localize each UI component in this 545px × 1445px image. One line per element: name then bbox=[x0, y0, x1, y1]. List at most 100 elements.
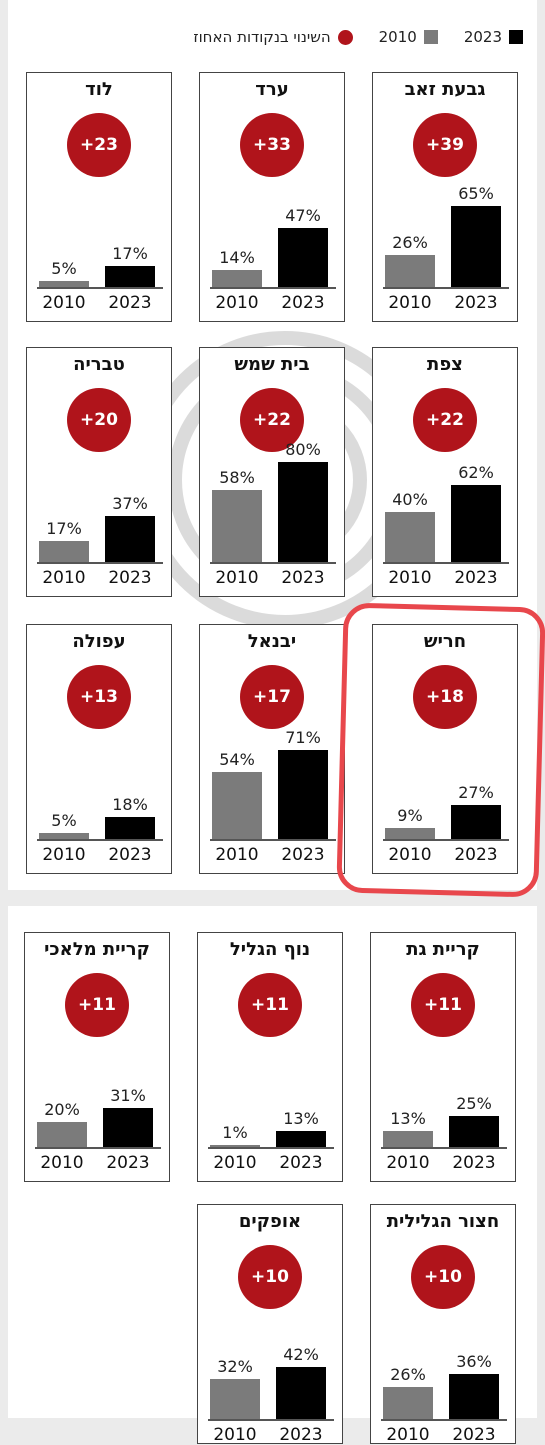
baseline bbox=[37, 839, 163, 841]
legend-item-2010: 2010 bbox=[379, 28, 438, 46]
value-label-2023: 36% bbox=[456, 1352, 492, 1371]
city-card: טבריה +20 17% 2010 37% 2023 bbox=[26, 347, 172, 597]
city-name: ערד bbox=[255, 79, 289, 100]
baseline bbox=[381, 1147, 507, 1149]
bar-2010 bbox=[385, 254, 435, 287]
x-tick-label: 2023 bbox=[108, 845, 152, 865]
change-circle: +23 bbox=[67, 113, 131, 177]
change-circle: +17 bbox=[240, 665, 304, 729]
city-name: קריית מלאכי bbox=[44, 939, 150, 960]
baseline bbox=[37, 287, 163, 289]
bar-2023 bbox=[278, 750, 328, 839]
bar-2023 bbox=[451, 805, 501, 839]
change-circle: +18 bbox=[413, 665, 477, 729]
bar-2023 bbox=[276, 1130, 326, 1147]
city-name: צפת bbox=[427, 354, 463, 375]
city-card: אופקים +10 32% 2010 42% 2023 bbox=[197, 1204, 343, 1445]
baseline bbox=[210, 287, 336, 289]
x-tick-label: 2010 bbox=[42, 293, 86, 313]
value-label-2023: 65% bbox=[458, 183, 494, 203]
baseline bbox=[37, 562, 163, 564]
x-tick-label: 2010 bbox=[213, 1425, 257, 1445]
bar-2023 bbox=[103, 1108, 153, 1147]
city-name: יבנאל bbox=[247, 631, 297, 652]
bar-2010 bbox=[37, 1122, 87, 1147]
city-card: צפת +22 40% 2010 62% 2023 bbox=[372, 347, 518, 597]
city-card: קריית גת +11 13% 2010 25% 2023 bbox=[370, 932, 516, 1182]
bar-2010 bbox=[383, 1386, 433, 1419]
value-label-2010: 17% bbox=[46, 518, 82, 538]
bar-2010 bbox=[212, 269, 262, 287]
city-card: לוד +23 5% 2010 17% 2023 bbox=[26, 72, 172, 322]
city-card: גבעת זאב +39 26% 2010 65% 2023 bbox=[372, 72, 518, 322]
city-card: חריש +18 9% 2010 27% 2023 bbox=[372, 624, 518, 874]
value-label-2010: 20% bbox=[44, 1100, 80, 1119]
legend-swatch-2023 bbox=[509, 30, 523, 44]
x-tick-label: 2023 bbox=[281, 568, 325, 588]
value-label-2023: 42% bbox=[283, 1344, 319, 1364]
x-tick-label: 2023 bbox=[281, 845, 325, 865]
change-circle: +11 bbox=[411, 973, 475, 1037]
bar-2023 bbox=[278, 228, 328, 287]
legend-label-change: השינוי בנקודות האחוז bbox=[193, 28, 331, 46]
change-circle: +10 bbox=[238, 1245, 302, 1309]
value-label-2010: 13% bbox=[390, 1108, 426, 1128]
x-tick-label: 2023 bbox=[106, 1153, 150, 1173]
x-tick-label: 2023 bbox=[279, 1153, 323, 1173]
city-name: בית שמש bbox=[234, 354, 310, 375]
baseline bbox=[208, 1147, 334, 1149]
x-tick-label: 2023 bbox=[108, 293, 152, 313]
value-label-2010: 54% bbox=[219, 749, 255, 769]
x-tick-label: 2010 bbox=[42, 568, 86, 588]
change-circle: +11 bbox=[238, 973, 302, 1037]
city-card: בית שמש +22 58% 2010 80% 2023 bbox=[199, 347, 345, 597]
bar-2023 bbox=[105, 515, 155, 562]
legend: 2023 2010 השינוי בנקודות האחוז bbox=[193, 28, 523, 46]
value-label-2010: 14% bbox=[219, 247, 255, 267]
value-label-2010: 32% bbox=[217, 1357, 253, 1376]
change-circle: +22 bbox=[413, 388, 477, 452]
baseline bbox=[35, 1147, 161, 1149]
city-name: לוד bbox=[85, 79, 113, 100]
value-label-2023: 80% bbox=[285, 440, 321, 459]
city-name: קריית גת bbox=[406, 939, 480, 960]
bar-2010 bbox=[385, 512, 435, 562]
value-label-2010: 58% bbox=[219, 467, 255, 487]
value-label-2023: 37% bbox=[112, 493, 148, 513]
bar-2023 bbox=[449, 1115, 499, 1147]
baseline bbox=[383, 562, 509, 564]
value-label-2010: 5% bbox=[51, 810, 77, 830]
legend-item-2023: 2023 bbox=[464, 28, 523, 46]
bar-2010 bbox=[383, 1130, 433, 1147]
city-name: טבריה bbox=[73, 354, 125, 375]
change-circle: +11 bbox=[65, 973, 129, 1037]
bar-2023 bbox=[449, 1374, 499, 1419]
baseline bbox=[210, 562, 336, 564]
bar-2023 bbox=[451, 205, 501, 287]
bar-2010 bbox=[210, 1145, 260, 1147]
city-card: יבנאל +17 54% 2010 71% 2023 bbox=[199, 624, 345, 874]
x-tick-label: 2023 bbox=[281, 293, 325, 313]
city-name: אופקים bbox=[238, 1211, 302, 1232]
city-card: עפולה +13 5% 2010 18% 2023 bbox=[26, 624, 172, 874]
bar-2010 bbox=[210, 1379, 260, 1419]
value-label-2023: 62% bbox=[458, 462, 494, 482]
x-tick-label: 2023 bbox=[452, 1425, 496, 1445]
city-name: נוף הגליל bbox=[229, 939, 311, 960]
change-circle: +10 bbox=[411, 1245, 475, 1309]
x-tick-label: 2010 bbox=[215, 568, 259, 588]
x-tick-label: 2023 bbox=[454, 293, 498, 313]
x-tick-label: 2010 bbox=[213, 1153, 257, 1173]
baseline bbox=[383, 287, 509, 289]
city-name: עפולה bbox=[72, 631, 126, 652]
value-label-2023: 31% bbox=[110, 1086, 146, 1106]
value-label-2010: 1% bbox=[222, 1123, 248, 1142]
value-label-2023: 18% bbox=[112, 794, 148, 814]
city-name: חריש bbox=[423, 631, 467, 652]
city-name: גבעת זאב bbox=[404, 79, 486, 100]
city-card: חצור הגלילית +10 26% 2010 36% 2023 bbox=[370, 1204, 516, 1445]
bar-2023 bbox=[451, 484, 501, 562]
value-label-2010: 26% bbox=[390, 1364, 426, 1384]
value-label-2010: 26% bbox=[392, 232, 428, 252]
baseline bbox=[210, 839, 336, 841]
